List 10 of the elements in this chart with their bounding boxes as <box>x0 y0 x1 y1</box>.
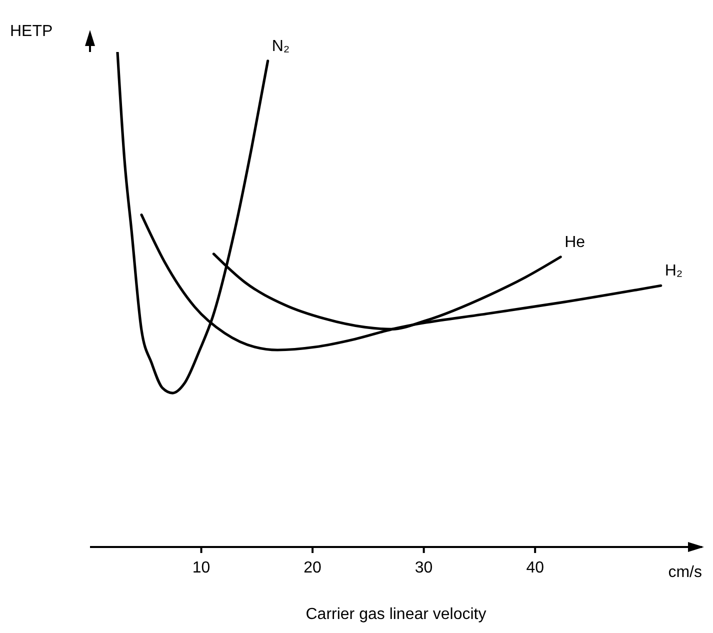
text: cm/s <box>668 564 702 581</box>
x-tick-label: 10 <box>192 559 210 576</box>
series-label: H₂ <box>664 262 683 280</box>
x-tick-label: 30 <box>414 559 433 576</box>
x-tick-label: 20 <box>304 559 322 576</box>
series-label: N₂ <box>272 38 290 55</box>
x-tick-label: 40 <box>526 559 544 576</box>
series-label: He <box>564 234 586 251</box>
x-axis-title: Carrier gas linear velocity <box>306 606 486 623</box>
y-axis-title: HETP <box>10 23 53 40</box>
